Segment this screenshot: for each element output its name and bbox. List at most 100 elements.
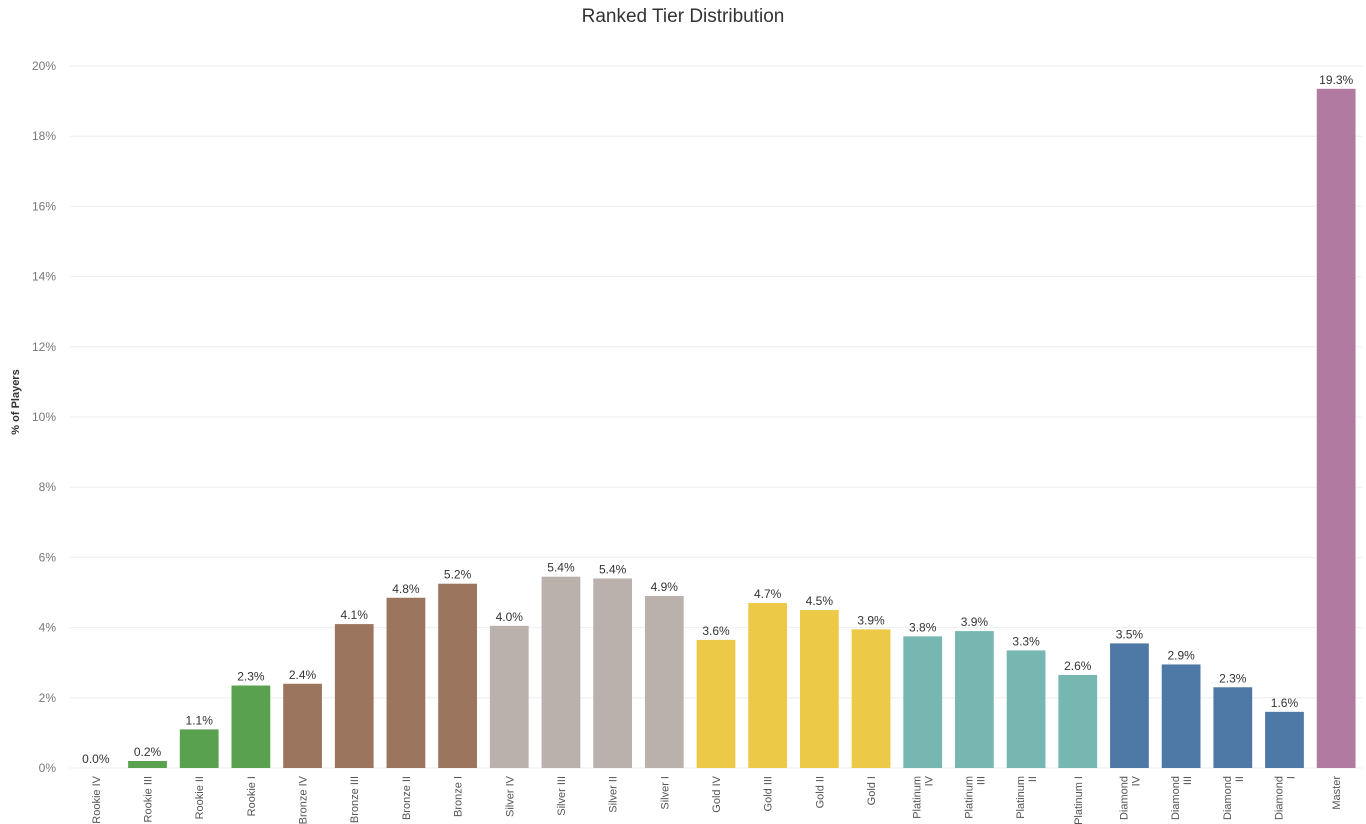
x-tick-label-line: Gold IV — [711, 775, 723, 812]
x-tick-label: Bronze III — [349, 776, 361, 823]
x-tick-label: DiamondIV — [1118, 775, 1142, 820]
data-label: 5.4% — [547, 561, 575, 575]
data-label: 1.1% — [186, 713, 214, 727]
x-tick-label-line: III — [1182, 776, 1194, 785]
x-tick-label-line: Silver I — [659, 776, 671, 810]
x-tick-label: Platinum I — [1073, 776, 1085, 824]
bar — [955, 631, 994, 768]
x-tick-label-line: Rookie I — [246, 776, 258, 816]
x-tick-label-line: Gold II — [814, 776, 826, 808]
data-label: 3.8% — [909, 620, 937, 634]
data-label: 4.7% — [754, 587, 782, 601]
bar — [593, 578, 633, 768]
bar — [1006, 650, 1046, 768]
y-tick-label: 6% — [39, 550, 57, 564]
x-tick-label: Bronze I — [453, 776, 465, 817]
x-tick-label: PlatinumIV — [912, 775, 936, 818]
bar — [128, 760, 167, 768]
bar — [1161, 664, 1201, 768]
x-tick-label: Bronze IV — [298, 775, 310, 824]
bar — [1265, 711, 1304, 768]
x-tick-label: Rookie III — [143, 776, 155, 822]
x-tick-label-line: Master — [1331, 776, 1343, 810]
x-tick-label-line: Platinum — [912, 776, 924, 819]
data-label: 3.9% — [857, 613, 885, 627]
x-tick-label-line: Rookie III — [143, 776, 155, 822]
bar — [1110, 643, 1149, 768]
y-tick-label: 4% — [39, 621, 57, 635]
bar — [851, 629, 891, 768]
data-label: 2.3% — [1219, 671, 1247, 685]
data-label: 5.4% — [599, 562, 627, 576]
data-label: 19.3% — [1319, 73, 1353, 87]
bar — [541, 576, 581, 768]
y-axis-ticks: 0% 2% 4% 6% 8% 10% 12% 14% 16% 18% 20% — [32, 59, 56, 775]
x-tick-label-line: Gold III — [763, 776, 775, 811]
bar — [386, 597, 426, 768]
x-tick-label-line: Rookie IV — [91, 775, 103, 823]
x-tick-label-line: IV — [1130, 775, 1142, 786]
x-tick-label-line: I — [1285, 776, 1297, 779]
y-tick-label: 14% — [32, 270, 56, 284]
data-label: 2.4% — [289, 668, 317, 682]
bar — [799, 610, 839, 768]
bar — [489, 625, 529, 768]
x-tick-label-line: Diamond — [1222, 776, 1234, 820]
data-label: 0.0% — [82, 752, 110, 766]
data-label: 1.6% — [1271, 696, 1299, 710]
data-label: 5.2% — [444, 568, 472, 582]
data-label: 3.5% — [1116, 627, 1144, 641]
y-tick-label: 18% — [32, 129, 56, 143]
x-tick-label: PlatinumIII — [963, 776, 987, 819]
x-tick-label: Gold II — [814, 776, 826, 808]
x-tick-label-line: Silver III — [556, 776, 568, 816]
data-label: 2.3% — [237, 670, 265, 684]
y-tick-label: 8% — [39, 480, 57, 494]
data-label: 4.5% — [806, 594, 834, 608]
x-tick-label-line: Silver II — [608, 776, 620, 813]
x-tick-label: DiamondI — [1273, 776, 1297, 820]
bars — [128, 88, 1356, 768]
x-tick-label-line: Bronze II — [401, 776, 413, 820]
data-label: 4.1% — [341, 608, 369, 622]
data-labels: 0.0% 0.2% 1.1% 2.3% 2.4% 4.1% 4.8% 5.2% 4.0% 5.4%… — [82, 73, 1353, 766]
x-tick-label: Gold III — [763, 776, 775, 811]
y-tick-label: 0% — [39, 761, 57, 775]
x-tick-label: Silver III — [556, 776, 568, 816]
bar — [438, 583, 477, 768]
y-tick-label: 20% — [32, 59, 56, 73]
data-label: 4.8% — [392, 582, 420, 596]
bar — [179, 729, 219, 768]
bar — [1058, 674, 1098, 768]
y-tick-label: 12% — [32, 340, 56, 354]
x-tick-label-line: III — [975, 776, 987, 785]
bar — [1316, 88, 1356, 768]
x-tick-label-line: Diamond — [1273, 776, 1285, 820]
x-tick-label: DiamondIII — [1170, 776, 1194, 820]
data-label: 4.9% — [651, 580, 679, 594]
x-tick-label: Silver I — [659, 776, 671, 810]
x-tick-label: Gold I — [866, 776, 878, 805]
bar — [644, 596, 684, 768]
x-tick-label-line: Bronze I — [453, 776, 465, 817]
x-tick-label: Silver II — [608, 776, 620, 813]
data-label: 3.6% — [702, 624, 730, 638]
bar — [696, 639, 736, 768]
x-tick-label: Bronze II — [401, 776, 413, 820]
data-label: 4.0% — [496, 610, 524, 624]
bar — [283, 683, 322, 768]
x-tick-label-line: IV — [924, 775, 936, 786]
x-tick-label-line: Bronze IV — [298, 775, 310, 824]
x-tick-label: Silver IV — [504, 775, 516, 817]
bar — [231, 685, 271, 768]
x-tick-label-line: Bronze III — [349, 776, 361, 823]
x-tick-label: Rookie IV — [91, 775, 103, 823]
x-tick-label: Rookie I — [246, 776, 258, 816]
x-tick-label-line: Platinum I — [1073, 776, 1085, 824]
data-label: 2.6% — [1064, 659, 1092, 673]
x-tick-label-line: Silver IV — [504, 775, 516, 817]
x-tick-label: DiamondII — [1222, 776, 1246, 820]
x-tick-label-line: Platinum — [1015, 776, 1027, 819]
x-tick-label-line: Gold I — [866, 776, 878, 805]
